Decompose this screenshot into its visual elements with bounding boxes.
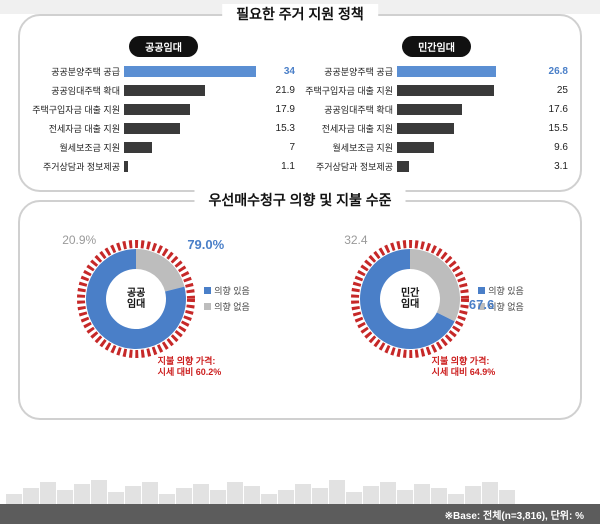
bar-label: 전세자금 대출 지원 xyxy=(32,122,124,135)
bar-row: 주택구입자금 대출 지원 17.9 xyxy=(32,101,295,118)
bar-row: 공공임대주택 확대 17.6 xyxy=(305,101,568,118)
donut-public-no-pct: 20.9% xyxy=(62,233,96,247)
bar-label: 공공임대주택 확대 xyxy=(305,103,397,116)
donut-private-center: 민간임대 xyxy=(401,288,419,310)
base-note-text: ※Base: 전체(n=3,816), 단위: % xyxy=(445,507,584,522)
bar-value: 17.9 xyxy=(272,104,295,115)
footer: ※Base: 전체(n=3,816), 단위: % xyxy=(0,480,600,524)
price-note-public: 지불 의향 가격: 시세 대비 60.2% xyxy=(158,356,222,378)
bar-label: 주거상담과 정보제공 xyxy=(32,160,124,173)
bar-value: 15.5 xyxy=(545,123,568,134)
bar-label: 전세자금 대출 지원 xyxy=(305,122,397,135)
base-note-bar: ※Base: 전체(n=3,816), 단위: % xyxy=(0,504,600,524)
bar-fill xyxy=(397,123,454,134)
price-note-private: 지불 의향 가격: 시세 대비 64.9% xyxy=(432,356,496,378)
bar-fill xyxy=(124,123,180,134)
bar-value: 1.1 xyxy=(277,161,295,172)
bar-row: 공공임대주택 확대 21.9 xyxy=(32,82,295,99)
donut-public-center: 공공임대 xyxy=(127,288,145,310)
bars-public: 공공분양주택 공급 34 공공임대주택 확대 21.9 주택구입자금 대출 지원 17.9… xyxy=(32,63,295,175)
pill-public: 공공임대 xyxy=(129,36,198,57)
bar-fill xyxy=(124,66,256,77)
section2-title: 우선매수청구 의향 및 지불 수준 xyxy=(195,190,406,210)
bar-value: 26.8 xyxy=(545,66,568,77)
bar-fill xyxy=(124,142,152,153)
bar-value: 15.3 xyxy=(272,123,295,134)
bar-row: 주거상담과 정보제공 3.1 xyxy=(305,158,568,175)
bar-value: 25 xyxy=(553,85,568,96)
donut-private-yes-pct: 67.6 xyxy=(469,297,494,312)
bar-fill xyxy=(124,161,128,172)
bars-private: 공공분양주택 공급 26.8 주택구입자금 대출 지원 25 공공임대주택 확대 17.6… xyxy=(305,63,568,175)
bar-value: 17.6 xyxy=(545,104,568,115)
bar-value: 3.1 xyxy=(550,161,568,172)
bar-label: 주택구입자금 대출 지원 xyxy=(305,84,397,97)
bar-fill xyxy=(397,104,462,115)
bar-label: 공공분양주택 공급 xyxy=(305,65,397,78)
bar-row: 공공분양주택 공급 26.8 xyxy=(305,63,568,80)
bar-row: 주거상담과 정보제공 1.1 xyxy=(32,158,295,175)
bar-fill xyxy=(397,142,434,153)
donut-private-no-pct: 32.4 xyxy=(344,233,367,247)
bar-label: 공공임대주택 확대 xyxy=(32,84,124,97)
bar-label: 주택구입자금 대출 지원 xyxy=(32,103,124,116)
bar-label: 월세보조금 지원 xyxy=(305,141,397,154)
donut-public: 공공임대 20.9% 79.0% 의향 있음 의향 없음 지불 의향 가격: 시… xyxy=(30,224,296,374)
donut-private: 민간임대 32.4 67.6 의향 있음 의향 없음 지불 의향 가격: 시세 … xyxy=(304,224,570,374)
bar-label: 월세보조금 지원 xyxy=(32,141,124,154)
bar-row: 전세자금 대출 지원 15.5 xyxy=(305,120,568,137)
bar-fill xyxy=(397,66,496,77)
donut-public-yes-pct: 79.0% xyxy=(187,237,224,252)
bar-row: 월세보조금 지원 7 xyxy=(32,139,295,156)
bar-fill xyxy=(124,85,205,96)
bar-value: 9.6 xyxy=(550,142,568,153)
bar-fill xyxy=(124,104,190,115)
bar-value: 7 xyxy=(285,142,295,153)
skyline-decoration xyxy=(0,480,600,504)
bar-row: 월세보조금 지원 9.6 xyxy=(305,139,568,156)
bar-value: 21.9 xyxy=(272,85,295,96)
bar-row: 공공분양주택 공급 34 xyxy=(32,63,295,80)
bar-fill xyxy=(397,85,494,96)
section1-title: 필요한 주거 지원 정책 xyxy=(222,4,378,24)
bar-row: 전세자금 대출 지원 15.3 xyxy=(32,120,295,137)
bar-chart-public: 공공임대 공공분양주택 공급 34 공공임대주택 확대 21.9 주택구입자금 대출 지… xyxy=(32,36,295,177)
bar-value: 34 xyxy=(280,66,295,77)
bar-chart-private: 민간임대 공공분양주택 공급 26.8 주택구입자금 대출 지원 25 공공임대주택 확… xyxy=(305,36,568,177)
bar-label: 공공분양주택 공급 xyxy=(32,65,124,78)
bar-fill xyxy=(397,161,409,172)
bar-row: 주택구입자금 대출 지원 25 xyxy=(305,82,568,99)
legend-public: 의향 있음 의향 없음 xyxy=(204,283,250,315)
bar-label: 주거상담과 정보제공 xyxy=(305,160,397,173)
pill-private: 민간임대 xyxy=(402,36,471,57)
